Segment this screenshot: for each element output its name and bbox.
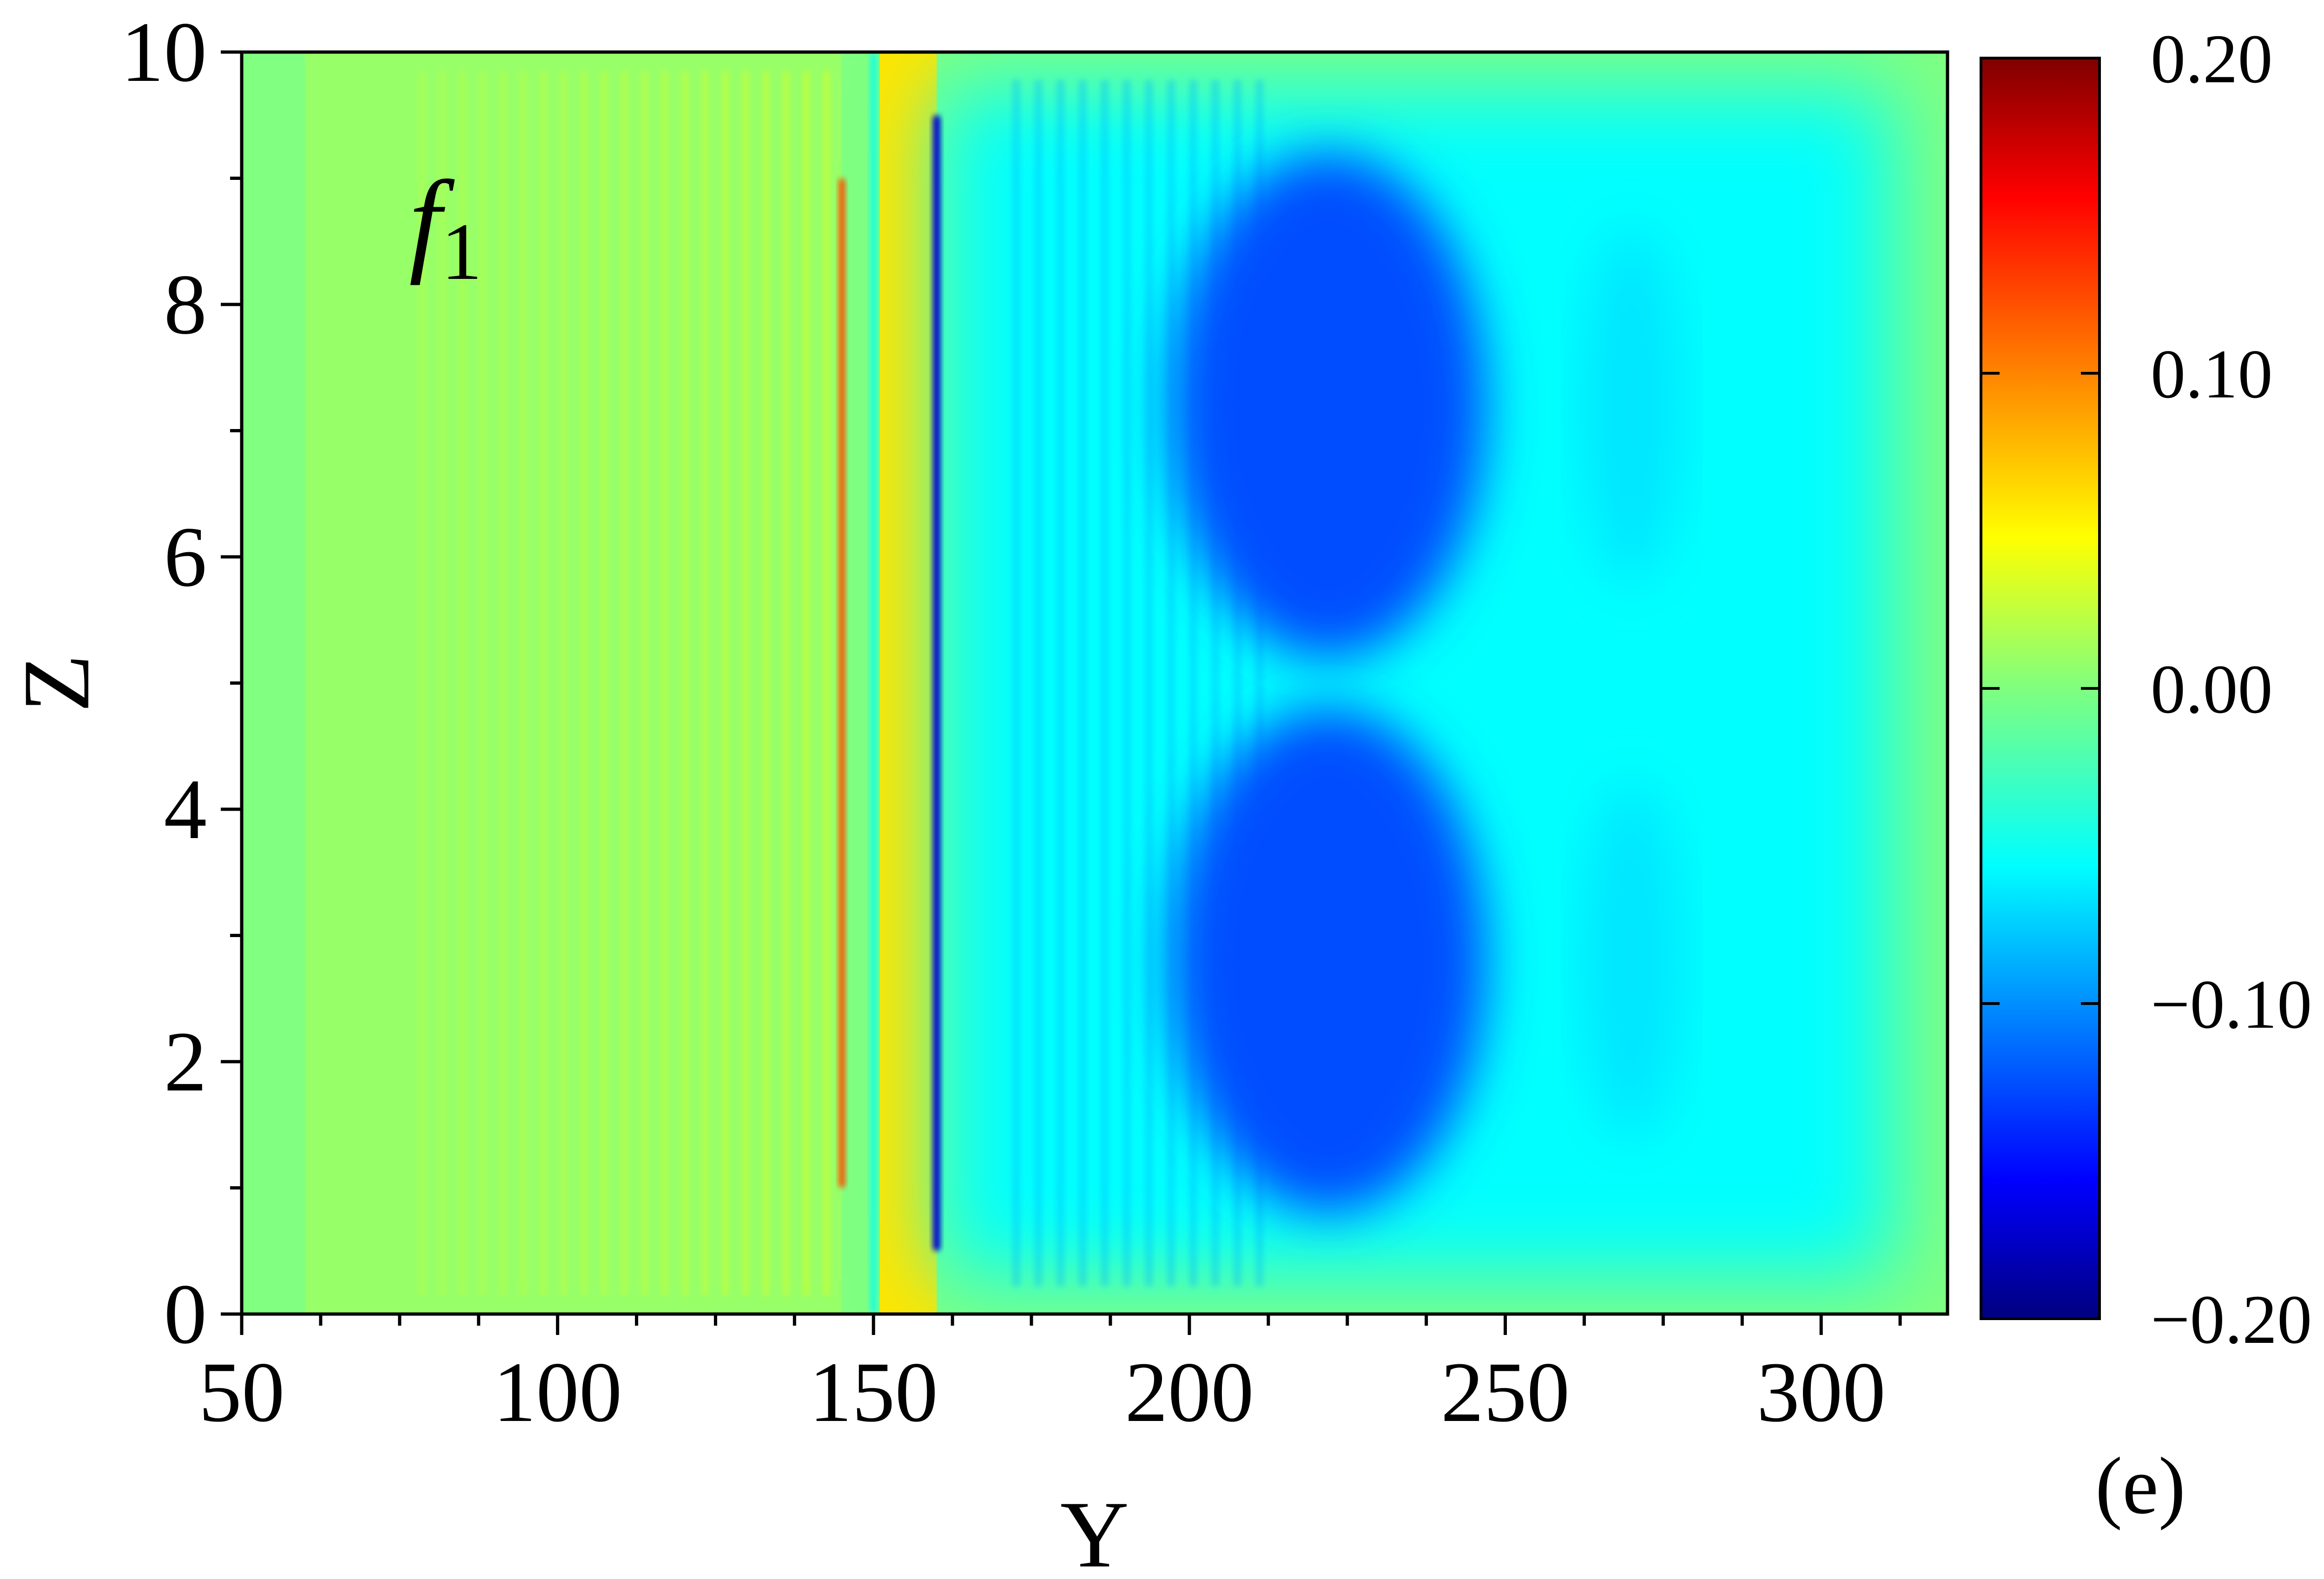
streak-line [762, 71, 769, 1295]
y-tick-label: 4 [164, 762, 207, 857]
colorbar [1980, 57, 2101, 1320]
panel-label: (e) [2095, 1440, 2185, 1531]
streak-line [1012, 80, 1020, 1286]
streak-line [1101, 80, 1109, 1286]
y-axis: 0 2 4 6 8 10 [121, 5, 242, 1362]
streak-line [459, 71, 466, 1295]
streak-line [1034, 80, 1043, 1286]
y-tick-label: 8 [164, 257, 207, 352]
streak-line [479, 71, 487, 1295]
x-tick-label: 300 [1756, 1345, 1886, 1440]
streak-line [520, 71, 527, 1295]
yellow-band [879, 52, 937, 1314]
blue-lobe [1581, 229, 1683, 582]
streak-line [661, 71, 668, 1295]
colorbar-tick-label: −0.20 [2151, 1281, 2312, 1358]
streak-line [1145, 80, 1153, 1286]
heatmap-field [242, 52, 1948, 1314]
streak-line [722, 71, 729, 1295]
streak-line [1189, 80, 1197, 1286]
y-tick-label: 2 [164, 1014, 207, 1110]
streak-line [418, 71, 426, 1295]
x-tick-label: 50 [199, 1345, 285, 1440]
x-axis-title: Y [1060, 1482, 1129, 1579]
streak-line [621, 71, 628, 1295]
colorbar-tick-label: 0.00 [2151, 651, 2273, 728]
y-tick-label: 10 [121, 5, 207, 100]
streak-line [742, 71, 749, 1295]
streak-line [782, 71, 790, 1295]
streak-line [701, 71, 709, 1295]
streak-line [499, 71, 507, 1295]
y-tick-label: 6 [164, 509, 207, 605]
blue-lobe [1170, 708, 1486, 1213]
streak-line [1123, 80, 1131, 1286]
streak-line [803, 71, 810, 1295]
streak-line [560, 71, 568, 1295]
cyan-line [870, 52, 877, 1314]
x-tick-label: 100 [493, 1345, 622, 1440]
streak-line [641, 71, 648, 1295]
blue-lobe [1581, 784, 1683, 1137]
blue-lobe [1170, 153, 1486, 658]
colorbar-axis: 0.20 0.10 0.00 −0.10 −0.20 [1981, 20, 2312, 1358]
colorbar-tick-label: −0.10 [2151, 966, 2312, 1043]
streak-line [1167, 80, 1175, 1286]
blue-front-line [933, 115, 941, 1251]
x-tick-label: 150 [809, 1345, 938, 1440]
field-label-subscript: 1 [441, 206, 482, 297]
streak-line [439, 71, 446, 1295]
streak-line [540, 71, 547, 1295]
streak-line [580, 71, 588, 1295]
x-axis: 50 100 150 200 250 300 [199, 1314, 1902, 1440]
y-axis-title: Z [4, 654, 109, 712]
streak-line [823, 71, 830, 1295]
y-tick-label: 0 [164, 1267, 207, 1362]
weak-streaks [304, 52, 842, 1314]
x-tick-label: 250 [1441, 1345, 1570, 1440]
streak-line [681, 71, 688, 1295]
streak-line [1056, 80, 1064, 1286]
x-tick-label: 200 [1125, 1345, 1254, 1440]
colorbar-tick-label: 0.10 [2151, 336, 2273, 413]
colorbar-tick-label: 0.20 [2151, 20, 2273, 98]
red-line [838, 178, 845, 1188]
streak-line [601, 71, 608, 1295]
streak-line [1079, 80, 1087, 1286]
